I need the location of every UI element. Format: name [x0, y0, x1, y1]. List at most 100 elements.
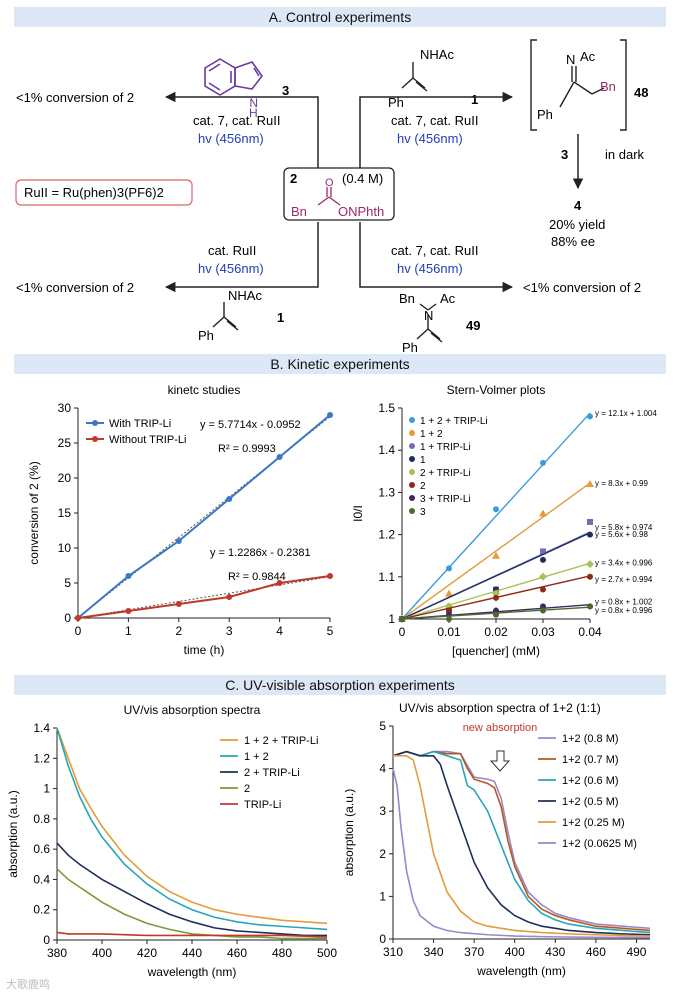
legend-marker [92, 436, 98, 442]
data-point [587, 573, 593, 580]
legend-marker [409, 469, 415, 475]
x-tick-label: 1 [125, 624, 132, 638]
data-point [125, 608, 132, 614]
x-tick-label: 460 [586, 945, 606, 959]
legend-label: 2 [244, 783, 250, 795]
legend-marker [409, 430, 415, 436]
legend-label: Without TRIP-Li [109, 434, 186, 446]
legend-marker [409, 443, 415, 449]
ru-definition-box [15, 179, 193, 206]
series-line [56, 727, 328, 925]
legend-marker [409, 482, 415, 488]
data-point [539, 572, 547, 581]
y-tick-label: 1.1 [378, 570, 395, 584]
data-point [327, 412, 333, 418]
y-tick-label: 1 [388, 612, 395, 626]
legend-label: 1+2 (0.6 M) [562, 775, 619, 787]
series-line [56, 931, 328, 938]
ac-49: Ac [440, 291, 456, 306]
legend-label: 1+2 (0.0625 M) [562, 838, 637, 850]
legend-label: 3 [420, 507, 426, 518]
legend-label: 2 [420, 481, 426, 492]
compound-2-label: 2 [290, 171, 297, 186]
data-point [540, 586, 546, 593]
data-point [75, 615, 81, 621]
onphth-2: ONPhth [338, 204, 384, 219]
bottom-right-conditions: cat. 7, cat. RuII [391, 243, 478, 258]
x-tick-label: 0.01 [437, 625, 461, 639]
dark-reagent-3: 3 [561, 147, 568, 162]
y-axis-label: absorption (a.u.) [6, 790, 20, 877]
series-line [77, 575, 331, 619]
series-line [393, 755, 651, 937]
x-tick-label: 500 [317, 946, 337, 960]
ph-49: Ph [402, 340, 418, 352]
y-tick-label: 4 [379, 762, 386, 776]
y-tick-label: 25 [58, 436, 72, 450]
fit-line [401, 482, 591, 620]
bn-48: Bn [600, 79, 616, 94]
data-point [493, 607, 499, 614]
legend-marker [409, 456, 415, 462]
data-point [586, 479, 594, 487]
y-tick-label: 1.5 [378, 401, 395, 415]
y-tick-label: 0.4 [33, 872, 50, 886]
data-point [493, 594, 499, 601]
data-point [125, 573, 132, 579]
data-point [587, 531, 593, 538]
equation-label: y = 5.6x + 0.98 [595, 530, 648, 539]
x-tick-label: 0.04 [578, 625, 602, 639]
data-point [446, 565, 452, 572]
series-line [392, 768, 651, 939]
y-tick-label: 1 [43, 782, 50, 796]
data-point [446, 616, 452, 622]
legend-label: 1+2 (0.25 M) [562, 817, 625, 829]
nhac-top: NHAc [420, 47, 454, 62]
ph-bottom: Ph [198, 328, 214, 343]
concentration: (0.4 M) [342, 171, 383, 186]
x-tick-label: 3 [226, 624, 233, 638]
arrow-bottom-left [164, 222, 319, 293]
data-point [175, 601, 182, 607]
imine-n: N [566, 52, 575, 67]
bottom-left-conditions: cat. RuII [208, 243, 256, 258]
data-point [540, 607, 546, 614]
data-point [175, 538, 182, 544]
y-tick-label: 1.3 [378, 485, 395, 499]
arrow-top-left [164, 91, 319, 190]
x-tick-label: 340 [424, 945, 444, 959]
y-tick-label: 5 [379, 719, 386, 733]
intermediate-brackets [530, 39, 627, 131]
data-point [493, 611, 499, 618]
n-49: N [424, 308, 433, 323]
x-axis-label: wavelength (nm) [147, 965, 237, 979]
y-tick-label: 1.4 [378, 443, 395, 457]
bn-49: Bn [399, 291, 415, 306]
annotation-new-absorption: new absorption [463, 722, 538, 734]
data-point [540, 603, 546, 610]
annotation-arrow [489, 750, 511, 772]
compound-48-label: 48 [634, 85, 648, 100]
x-tick-label: 4 [276, 624, 283, 638]
ph-48: Ph [537, 107, 553, 122]
y-tick-label: 1.4 [33, 721, 50, 735]
data-point [493, 506, 499, 513]
x-tick-label: 2 [175, 624, 182, 638]
x-tick-label: 0 [399, 625, 406, 639]
x-axis-label: [quencher] (mM) [452, 644, 540, 658]
ph-top: Ph [388, 95, 404, 110]
y-tick-label: 0 [64, 611, 71, 625]
legend-label: 1+2 (0.7 M) [562, 754, 619, 766]
equation-label: y = 5.8x + 0.974 [595, 523, 653, 532]
r2-with: R² = 0.9993 [218, 443, 276, 455]
top-right-conditions: cat. 7, cat. RuII [391, 113, 478, 128]
data-point [276, 580, 283, 586]
legend-label: With TRIP-Li [109, 418, 171, 430]
section-c-header: C. UV-visible absorption experiments [14, 675, 666, 695]
bottom-left-result: <1% conversion of 2 [16, 280, 134, 295]
fit-line [401, 532, 591, 620]
arrow-bottom-right [359, 222, 514, 293]
y-tick-label: 5 [64, 576, 71, 590]
legend-marker [92, 420, 98, 426]
